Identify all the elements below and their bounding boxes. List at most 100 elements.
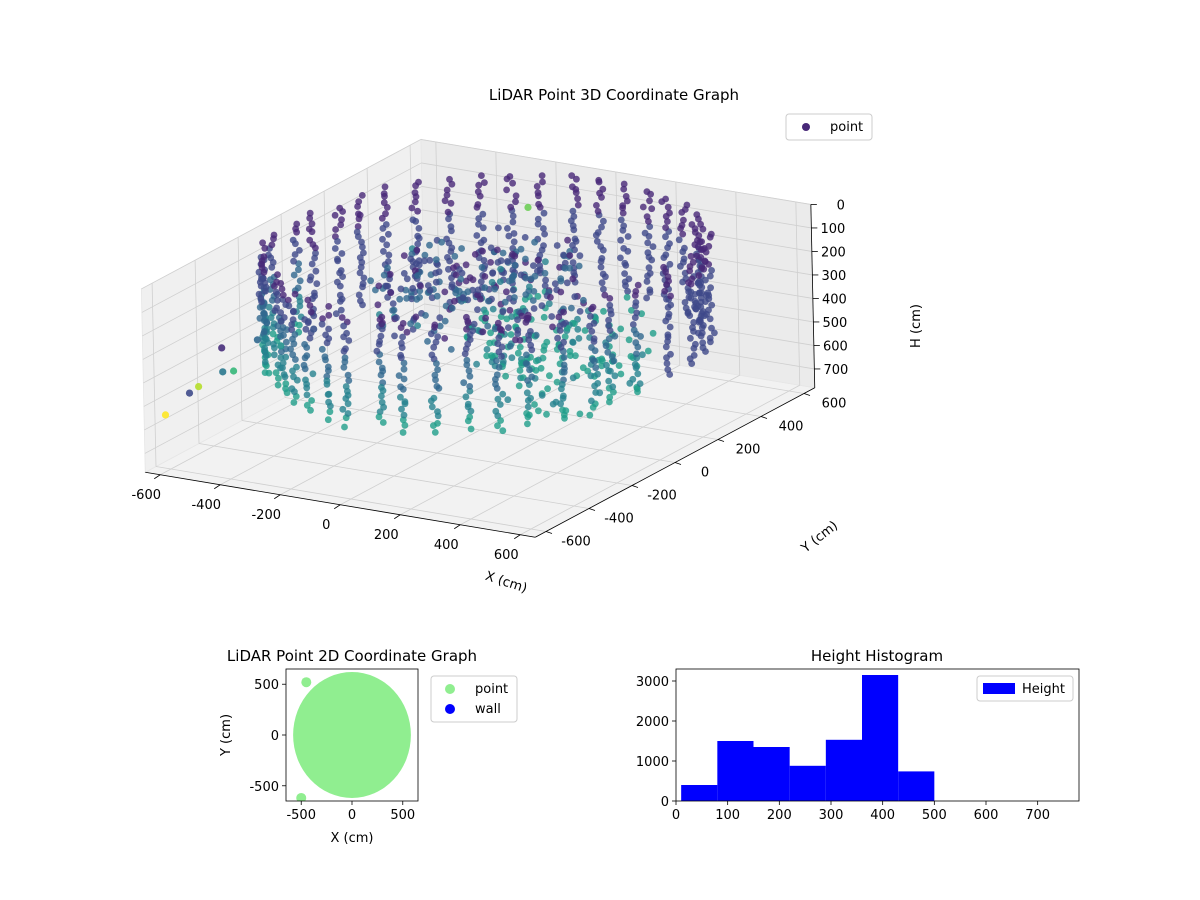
grid-z-left <box>141 139 422 290</box>
data-point <box>304 296 312 304</box>
data-point <box>589 356 597 363</box>
data-point <box>293 220 301 228</box>
data-point <box>412 193 420 201</box>
data-point <box>291 290 299 298</box>
data-point <box>306 276 314 284</box>
histogram-title: Height Histogram <box>811 647 943 665</box>
data-point <box>498 353 505 360</box>
data-point <box>537 364 545 372</box>
outlier-point <box>218 344 226 352</box>
grid-z-left <box>141 162 422 313</box>
histogram-bar <box>862 675 899 801</box>
data-point <box>397 351 404 359</box>
data-point <box>313 280 321 288</box>
data-point <box>325 398 332 406</box>
data-point <box>547 293 554 301</box>
data-point <box>432 278 440 286</box>
data-point <box>667 292 674 300</box>
data-point <box>621 270 628 277</box>
data-point <box>590 319 598 327</box>
grid-y-floor <box>198 443 590 509</box>
data-point <box>466 372 474 380</box>
data-point <box>277 354 285 361</box>
data-point <box>503 175 511 183</box>
data-point <box>611 332 619 340</box>
data-point <box>379 419 387 426</box>
data-point <box>497 417 504 424</box>
data-point <box>438 238 445 246</box>
data-point <box>342 345 349 353</box>
outlier-point <box>253 336 261 344</box>
data-point <box>479 224 487 232</box>
data-point <box>600 285 607 293</box>
data-point <box>499 427 507 435</box>
outlier-point <box>310 325 318 333</box>
data-point <box>559 406 566 414</box>
data-point <box>663 354 670 362</box>
data-point <box>261 311 268 318</box>
data-point <box>340 322 347 330</box>
data-point <box>334 278 341 286</box>
data-point <box>487 329 494 337</box>
chart-3d-ylabel: Y (cm) <box>798 518 841 556</box>
data-point <box>569 242 576 249</box>
data-point <box>571 293 579 301</box>
data-point <box>522 291 530 298</box>
data-point <box>690 319 698 326</box>
data-point <box>337 267 345 274</box>
data-point <box>306 214 314 222</box>
data-point <box>337 306 345 314</box>
data-point <box>699 344 707 352</box>
data-point <box>592 364 600 372</box>
data-point <box>448 283 456 291</box>
data-point <box>471 251 479 258</box>
data-point <box>522 360 530 367</box>
x-tick-label: -500 <box>286 808 316 823</box>
data-point <box>290 399 298 406</box>
data-point <box>504 396 512 404</box>
data-point <box>309 370 317 378</box>
data-point <box>360 249 367 257</box>
data-point <box>535 407 542 415</box>
data-point <box>696 289 703 297</box>
histogram-bar <box>717 741 754 801</box>
data-point <box>359 283 366 291</box>
data-point <box>434 420 441 427</box>
data-point <box>617 216 625 224</box>
data-point <box>495 363 503 371</box>
data-point <box>334 255 341 263</box>
data-point <box>344 410 352 417</box>
data-point <box>413 246 421 254</box>
data-point <box>529 297 537 304</box>
chart-2d-ylabel: Y (cm) <box>219 714 234 757</box>
outlier-point <box>524 203 532 211</box>
data-point <box>600 217 607 225</box>
data-point <box>487 259 494 266</box>
data-point <box>525 336 533 344</box>
data-point <box>267 276 274 284</box>
data-point <box>522 274 530 282</box>
data-point <box>690 344 698 352</box>
data-point <box>309 241 317 248</box>
data-point <box>432 338 440 346</box>
data-point <box>686 355 694 363</box>
data-point <box>301 316 309 323</box>
data-point <box>407 255 415 263</box>
data-point <box>354 233 362 241</box>
data-point <box>568 172 576 180</box>
data-point <box>289 316 297 323</box>
data-point <box>699 339 707 347</box>
data-point <box>662 195 669 203</box>
data-point <box>354 203 361 210</box>
y-tick-label: 400 <box>779 420 804 435</box>
data-point <box>580 296 587 304</box>
data-point <box>495 334 503 342</box>
data-point <box>646 286 654 294</box>
data-point <box>428 351 436 359</box>
data-point <box>646 197 653 205</box>
data-point <box>598 279 606 287</box>
data-point <box>399 333 406 341</box>
data-point <box>387 289 395 297</box>
data-point <box>441 197 449 205</box>
data-point <box>373 347 381 355</box>
